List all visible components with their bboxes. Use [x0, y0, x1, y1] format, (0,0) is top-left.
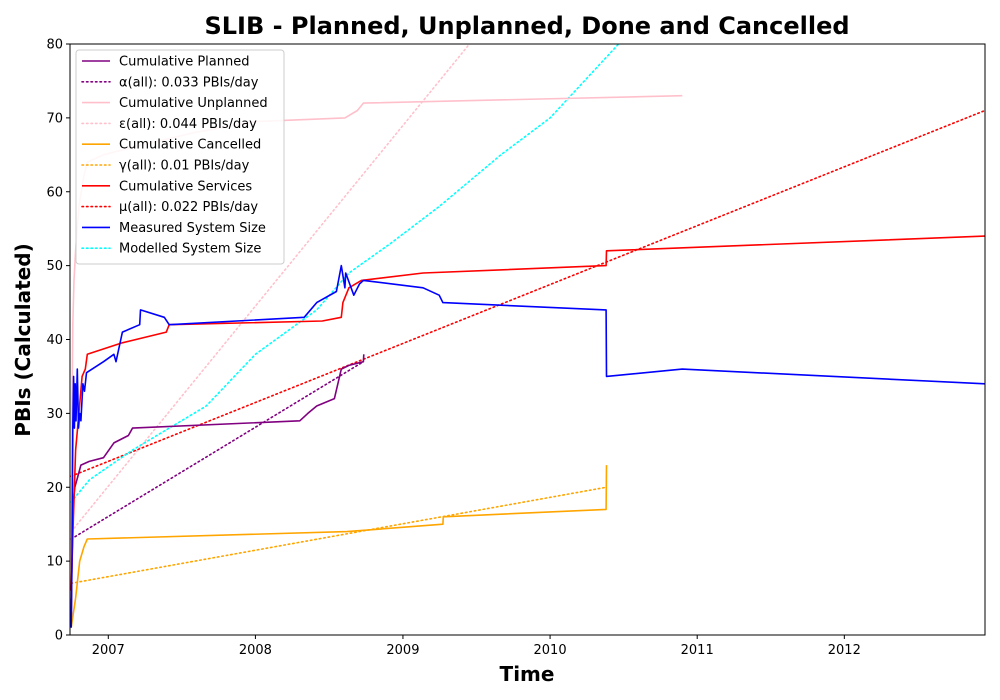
- legend-label: Measured System Size: [119, 221, 266, 236]
- y-tick-label: 10: [46, 555, 63, 570]
- series-line-cumulative-planned: [70, 354, 365, 628]
- legend-label: Cumulative Planned: [119, 55, 249, 70]
- series-line-all-0-01-pbis-day: [70, 486, 607, 585]
- x-tick-label: 2008: [239, 643, 272, 658]
- x-tick-label: 2009: [386, 643, 419, 658]
- y-tick-label: 80: [46, 38, 63, 53]
- y-tick-label: 60: [46, 185, 63, 200]
- legend-label: γ(all): 0.01 PBIs/day: [119, 159, 250, 174]
- y-tick-label: 70: [46, 111, 63, 126]
- x-axis: 2007 2008 2009 2010 2011 2012: [92, 635, 861, 658]
- y-tick-label: 30: [46, 407, 63, 422]
- series-line-cumulative-cancelled: [70, 465, 608, 628]
- legend-label: α(all): 0.033 PBIs/day: [119, 75, 259, 90]
- y-tick-label: 50: [46, 259, 63, 274]
- legend-label: Modelled System Size: [119, 242, 261, 257]
- legend-label: Cumulative Services: [119, 179, 252, 194]
- series-line-all-0-022-pbis-day: [70, 109, 985, 477]
- legend-label: ε(all): 0.044 PBIs/day: [119, 117, 257, 132]
- series-line-measured-system-size: [70, 264, 985, 628]
- legend: Cumulative Planned α(all): 0.033 PBIs/day…: [75, 49, 285, 265]
- x-axis-label: Time: [500, 662, 555, 686]
- y-axis: 0 10 20 30 40 50 60 70 80: [46, 38, 70, 644]
- legend-label: Cumulative Cancelled: [119, 138, 261, 153]
- y-axis-label: PBIs (Calculated): [11, 243, 35, 436]
- series-line-all-0-044-pbis-day: [70, 44, 471, 533]
- x-tick-label: 2010: [534, 643, 567, 658]
- legend-label: μ(all): 0.022 PBIs/day: [119, 200, 258, 215]
- series-line-all-0-033-pbis-day: [70, 360, 365, 540]
- y-tick-label: 20: [46, 481, 63, 496]
- x-tick-label: 2007: [92, 643, 125, 658]
- x-tick-label: 2012: [828, 643, 861, 658]
- y-tick-label: 0: [55, 629, 63, 644]
- legend-label: Cumulative Unplanned: [119, 96, 268, 111]
- y-tick-label: 40: [46, 333, 63, 348]
- legend-box: [75, 49, 285, 265]
- x-tick-label: 2011: [681, 643, 714, 658]
- series-line-modelled-system-size: [70, 44, 620, 503]
- chart-title: SLIB - Planned, Unplanned, Done and Canc…: [204, 12, 849, 40]
- series-line-cumulative-services: [70, 235, 985, 591]
